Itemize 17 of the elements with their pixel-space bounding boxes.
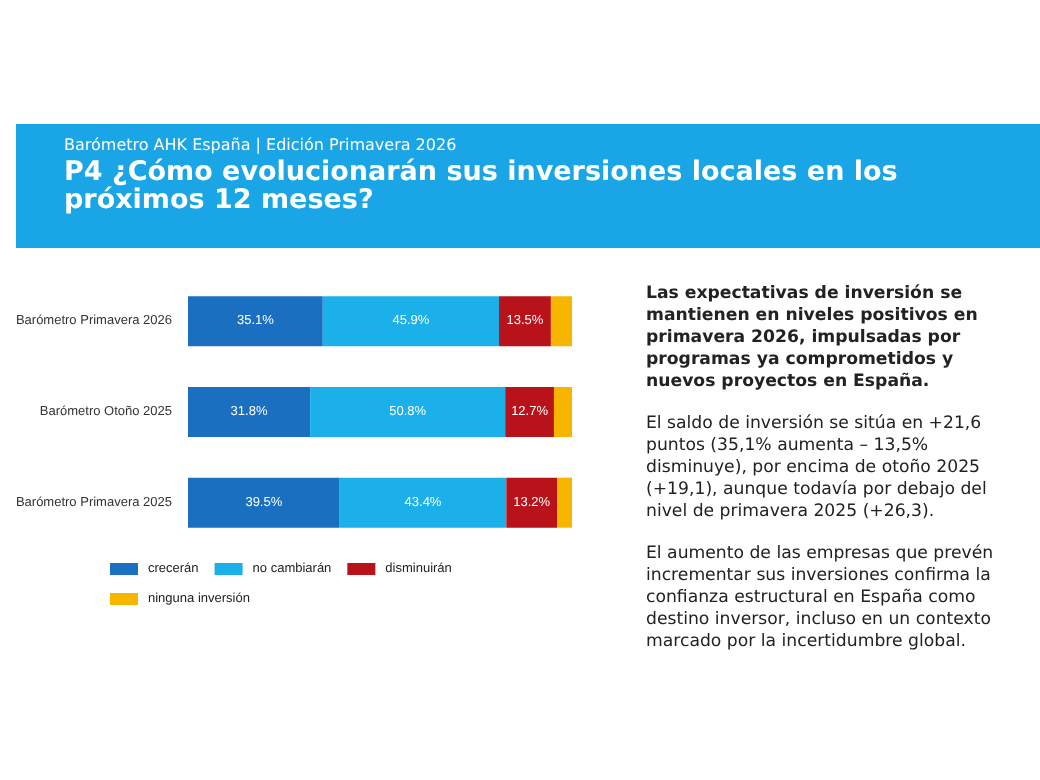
- bar: [188, 477, 340, 528]
- bar: [310, 387, 506, 437]
- bar: [553, 387, 572, 437]
- text: El saldo de inversión se sitúa en +21,6 puntos (35,1% aumenta – 13,5% disminuye), por encima de otoño 2025 (+19,1), aunque todavía por debajo del nivel de primavera 2025 (+26,3).: [646, 414, 989, 524]
- bar: [550, 296, 572, 347]
- bar: [339, 477, 507, 528]
- bar: [322, 296, 500, 347]
- bar: [188, 387, 311, 437]
- chart-title: P4 ¿Cómo evolucionarán sus inversiones locales en los próximos 12 meses?: [64, 156, 900, 216]
- bar: [505, 387, 554, 437]
- text: Las expectativas de inversión se mantienen en niveles positivos en primavera 2026, impulsadas por programas ya comprometidos y nuevos proyectos en España.: [646, 284, 980, 394]
- chart-subtitle: Barómetro AHK España | Edición Primavera 2026: [64, 136, 459, 154]
- text: El aumento de las empresas que prevén incrementar sus inversiones confirma la confianza estructural en España como destino inversor, incluso en un contexto marcado por la incertidumbre global.: [646, 544, 996, 654]
- bar: [557, 477, 572, 528]
- bar: [506, 477, 558, 528]
- bar: [188, 296, 323, 347]
- bar: [499, 296, 551, 347]
